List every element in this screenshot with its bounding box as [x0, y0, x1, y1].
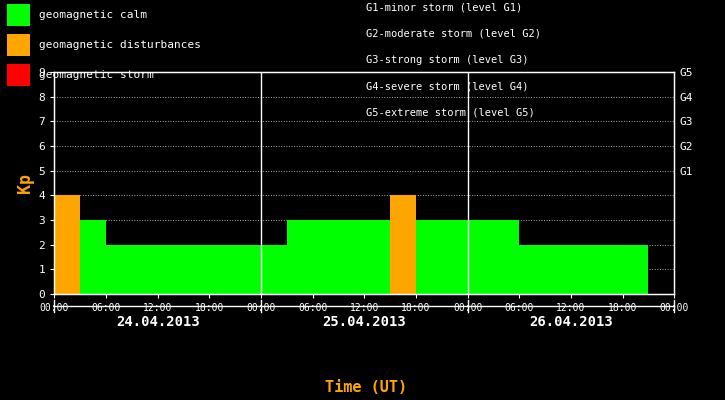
Bar	[390, 195, 416, 294]
Bar	[468, 220, 494, 294]
Text: G3-strong storm (level G3): G3-strong storm (level G3)	[366, 55, 529, 65]
Text: geomagnetic disturbances: geomagnetic disturbances	[39, 40, 201, 50]
Text: geomagnetic calm: geomagnetic calm	[39, 10, 147, 20]
Bar	[261, 245, 287, 294]
Bar	[545, 245, 571, 294]
Bar	[132, 245, 157, 294]
Bar	[494, 220, 519, 294]
Bar	[54, 195, 80, 294]
Bar	[106, 245, 132, 294]
Bar	[287, 220, 312, 294]
Text: G4-severe storm (level G4): G4-severe storm (level G4)	[366, 81, 529, 91]
Bar	[235, 245, 261, 294]
Bar	[597, 245, 623, 294]
Bar	[571, 245, 597, 294]
Bar	[442, 220, 468, 294]
Bar	[157, 245, 183, 294]
Bar	[364, 220, 390, 294]
Bar	[210, 245, 235, 294]
Bar	[519, 245, 545, 294]
Text: G5-extreme storm (level G5): G5-extreme storm (level G5)	[366, 108, 535, 118]
Text: Time (UT): Time (UT)	[325, 380, 407, 396]
Text: G2-moderate storm (level G2): G2-moderate storm (level G2)	[366, 28, 541, 38]
Bar	[312, 220, 339, 294]
Text: 24.04.2013: 24.04.2013	[116, 315, 199, 329]
Bar	[80, 220, 106, 294]
Text: 25.04.2013: 25.04.2013	[323, 315, 406, 329]
Text: 26.04.2013: 26.04.2013	[529, 315, 613, 329]
Bar	[416, 220, 442, 294]
Bar	[339, 220, 364, 294]
Bar	[623, 245, 648, 294]
Text: geomagnetic storm: geomagnetic storm	[39, 70, 154, 80]
Bar	[183, 245, 210, 294]
Text: G1-minor storm (level G1): G1-minor storm (level G1)	[366, 2, 523, 12]
Y-axis label: Kp: Kp	[17, 173, 34, 193]
